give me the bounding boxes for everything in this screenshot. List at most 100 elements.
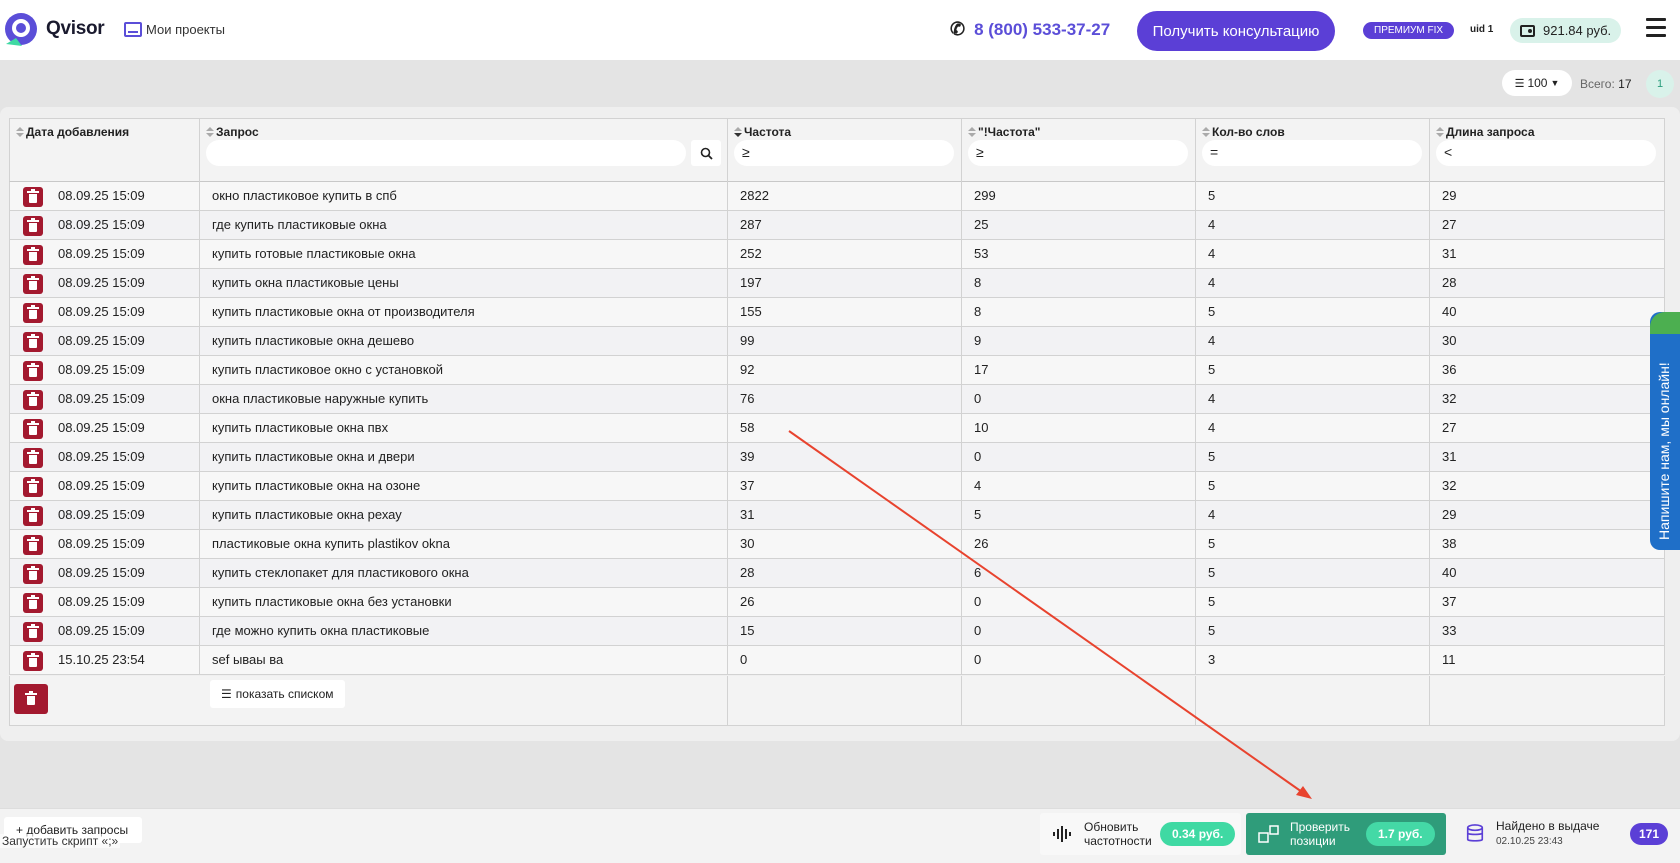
col-freq-header[interactable]: Частота ≥ xyxy=(728,119,962,183)
sort-icon xyxy=(1202,127,1210,137)
cell-freq: 287 xyxy=(728,211,962,239)
exact-filter-input[interactable]: ≥ xyxy=(968,140,1188,166)
col-date-header[interactable]: Дата добавления xyxy=(10,119,200,183)
phone-link[interactable]: ✆ 8 (800) 533-37-27 xyxy=(950,19,1110,40)
page-button[interactable]: 1 xyxy=(1646,70,1674,98)
trash-icon xyxy=(27,420,39,435)
freq-filter-op[interactable]: ≥ xyxy=(742,144,750,160)
delete-row-button[interactable] xyxy=(23,419,43,439)
cell-length: 29 xyxy=(1442,188,1457,203)
cell-length: 33 xyxy=(1442,623,1457,638)
logo[interactable]: Qvisor xyxy=(2,10,105,48)
trash-icon xyxy=(27,188,39,203)
search-icon[interactable] xyxy=(691,140,721,166)
update-frequencies-label: Обновить частотности xyxy=(1084,820,1152,848)
check-positions-button[interactable]: Проверить позиции 1.7 руб. xyxy=(1246,813,1446,855)
delete-row-button[interactable] xyxy=(23,506,43,526)
cell-freq: 58 xyxy=(728,414,962,442)
bulk-delete-button[interactable] xyxy=(14,684,48,714)
cell-words: 5 xyxy=(1196,559,1430,587)
cell-words: 5 xyxy=(1196,617,1430,645)
delete-row-button[interactable] xyxy=(23,390,43,410)
phone-icon: ✆ xyxy=(950,19,966,39)
table-row: 08.09.25 15:09 купить стеклопакет для пла… xyxy=(9,559,1665,588)
show-list-button[interactable]: ☰ показать списком xyxy=(210,680,345,708)
col-exact-header[interactable]: "!Частота" ≥ xyxy=(962,119,1196,183)
table-row: 08.09.25 15:09 пластиковые окна купить pl… xyxy=(9,530,1665,559)
positions-icon xyxy=(1258,825,1279,843)
check-positions-label: Проверить позиции xyxy=(1290,820,1351,848)
update-frequencies-button[interactable]: Обновить частотности 0.34 руб. xyxy=(1040,813,1241,855)
chat-widget[interactable]: Напишите нам, мы онлайн! xyxy=(1650,312,1680,550)
exact-filter-op[interactable]: ≥ xyxy=(976,144,984,160)
cell-freq: 31 xyxy=(728,501,962,529)
cell-date: 08.09.25 15:09 xyxy=(10,472,200,500)
delete-row-button[interactable] xyxy=(23,622,43,642)
col-length-header[interactable]: Длина запроса < xyxy=(1430,119,1664,183)
trash-icon xyxy=(27,652,39,667)
plan-badge[interactable]: ПРЕМИУМ FIX xyxy=(1363,22,1455,39)
found-in-serp-panel[interactable]: Найдено в выдаче 02.10.25 23:43 171 xyxy=(1452,813,1674,855)
cell-query: окна пластиковые наружные купить xyxy=(200,385,728,413)
consult-button[interactable]: Получить консультацию xyxy=(1137,11,1335,51)
delete-row-button[interactable] xyxy=(23,448,43,468)
cell-query: купить пластиковые окна дешево xyxy=(200,327,728,355)
cell-exact: 17 xyxy=(962,356,1196,384)
cell-date: 08.09.25 15:09 xyxy=(10,240,200,268)
cell-freq: 39 xyxy=(728,443,962,471)
cell-length: 30 xyxy=(1442,333,1457,348)
table-row: 08.09.25 15:09 купить пластиковое окно с … xyxy=(9,356,1665,385)
delete-row-button[interactable] xyxy=(23,332,43,352)
table-row: 08.09.25 15:09 купить окна пластиковые це… xyxy=(9,269,1665,298)
total-value: 17 xyxy=(1618,77,1632,91)
length-filter-input[interactable]: < xyxy=(1436,140,1656,166)
table-footer: ☰ показать списком xyxy=(9,676,1665,726)
cell-length: 27 xyxy=(1442,217,1457,232)
freq-filter-input[interactable]: ≥ xyxy=(734,140,954,166)
cell-freq: 37 xyxy=(728,472,962,500)
length-filter-op[interactable]: < xyxy=(1444,144,1453,160)
trash-icon xyxy=(27,478,39,493)
delete-row-button[interactable] xyxy=(23,477,43,497)
delete-row-button[interactable] xyxy=(23,361,43,381)
delete-row-button[interactable] xyxy=(23,216,43,236)
online-indicator xyxy=(1650,312,1680,334)
delete-row-button[interactable] xyxy=(23,564,43,584)
menu-icon[interactable] xyxy=(1646,18,1666,42)
footer-cell xyxy=(728,676,962,726)
col-query-label: Запрос xyxy=(216,125,259,139)
words-filter-input[interactable]: = xyxy=(1202,140,1422,166)
my-projects-link[interactable]: Мои проекты xyxy=(124,22,225,37)
table-row: 08.09.25 15:09 купить пластиковые окна и … xyxy=(9,443,1665,472)
per-page-select[interactable]: ☰ 100 ▼ xyxy=(1502,70,1572,96)
col-words-header[interactable]: Кол-во слов = xyxy=(1196,119,1430,183)
list-icon: ☰ xyxy=(221,687,232,701)
trash-icon xyxy=(27,565,39,580)
table-row: 15.10.25 23:54 sef ываы ва 0 0 3 11 xyxy=(9,646,1665,675)
trash-icon xyxy=(27,449,39,464)
cell-exact: 5 xyxy=(962,501,1196,529)
query-filter-input[interactable] xyxy=(206,140,686,166)
delete-row-button[interactable] xyxy=(23,274,43,294)
cell-freq: 155 xyxy=(728,298,962,326)
col-query-header[interactable]: Запрос xyxy=(200,119,728,183)
delete-row-button[interactable] xyxy=(23,303,43,323)
delete-row-button[interactable] xyxy=(23,245,43,265)
check-positions-price: 1.7 руб. xyxy=(1366,822,1435,846)
delete-row-button[interactable] xyxy=(23,651,43,671)
update-frequencies-price: 0.34 руб. xyxy=(1160,822,1236,846)
delete-row-button[interactable] xyxy=(23,187,43,207)
cell-length: 37 xyxy=(1442,594,1457,609)
cell-date: 15.10.25 23:54 xyxy=(10,646,200,674)
list-icon: ☰ xyxy=(1514,77,1525,90)
delete-row-button[interactable] xyxy=(23,593,43,613)
cell-length: 32 xyxy=(1442,391,1457,406)
words-filter-op[interactable]: = xyxy=(1210,144,1219,160)
sound-wave-icon xyxy=(1053,826,1071,842)
cell-freq: 197 xyxy=(728,269,962,297)
cell-length: 28 xyxy=(1442,275,1457,290)
cell-exact: 4 xyxy=(962,472,1196,500)
balance-pill[interactable]: 921.84 руб. xyxy=(1510,18,1622,43)
delete-row-button[interactable] xyxy=(23,535,43,555)
table-row: 08.09.25 15:09 купить пластиковые окна де… xyxy=(9,327,1665,356)
